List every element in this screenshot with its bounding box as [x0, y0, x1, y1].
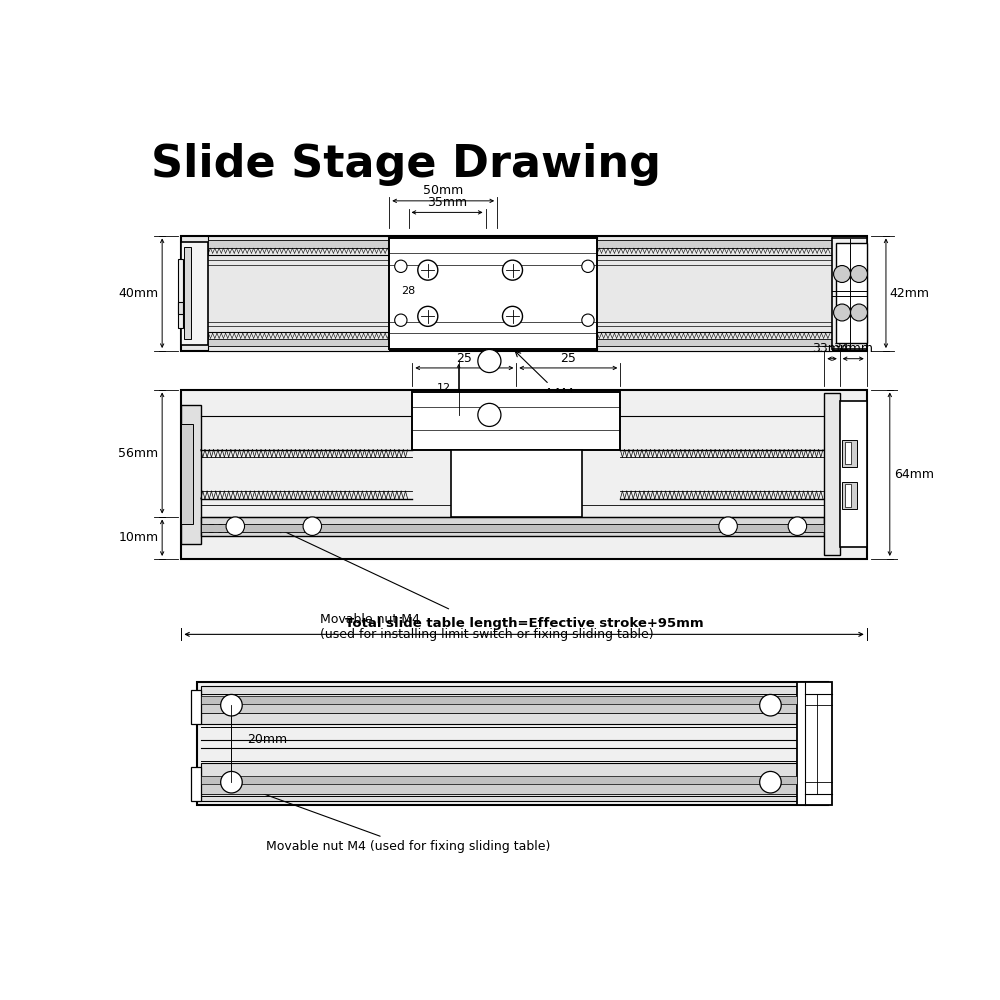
Bar — [178, 302, 183, 314]
Text: 12: 12 — [437, 383, 451, 393]
Circle shape — [418, 260, 438, 280]
Circle shape — [851, 266, 867, 282]
Circle shape — [478, 349, 501, 373]
Bar — [412, 392, 620, 450]
Bar — [181, 235, 867, 351]
Text: 56.2: 56.2 — [208, 523, 236, 536]
Bar — [208, 235, 389, 255]
Bar — [181, 424, 193, 524]
Circle shape — [719, 517, 737, 535]
Bar — [201, 776, 797, 784]
Bar — [178, 259, 183, 328]
Bar — [201, 524, 824, 532]
Bar — [845, 442, 851, 464]
Text: 42mm: 42mm — [890, 287, 930, 300]
Circle shape — [582, 260, 594, 272]
Text: 25: 25 — [456, 352, 472, 365]
Bar — [181, 405, 201, 544]
Bar — [191, 767, 201, 801]
Text: Movable nut M4 (used for fixing sliding table): Movable nut M4 (used for fixing sliding … — [235, 783, 550, 853]
Circle shape — [418, 306, 438, 326]
Bar — [451, 450, 582, 517]
Circle shape — [582, 314, 594, 326]
Bar — [389, 238, 597, 349]
Bar — [842, 440, 857, 466]
Circle shape — [788, 517, 807, 535]
Bar — [832, 238, 867, 349]
Bar — [208, 332, 389, 351]
Bar — [191, 690, 201, 724]
Bar — [208, 339, 389, 346]
Circle shape — [851, 304, 867, 321]
Circle shape — [478, 403, 501, 426]
Bar — [181, 242, 208, 345]
Circle shape — [226, 517, 245, 535]
Text: 20mm: 20mm — [247, 733, 287, 746]
Bar — [201, 696, 797, 704]
Bar — [197, 682, 828, 805]
Circle shape — [395, 260, 407, 272]
Text: 50mm: 50mm — [423, 184, 463, 197]
Text: Movable nut M4
(used for installing limit switch or fixing sliding table): Movable nut M4 (used for installing limi… — [277, 528, 654, 641]
Bar — [208, 240, 389, 248]
Bar — [597, 235, 832, 255]
Circle shape — [760, 694, 781, 716]
Bar — [184, 247, 191, 339]
Text: 40mm: 40mm — [118, 287, 158, 300]
Circle shape — [834, 266, 851, 282]
Circle shape — [760, 771, 781, 793]
Circle shape — [834, 304, 851, 321]
Circle shape — [395, 314, 407, 326]
Bar — [797, 682, 832, 805]
Text: 35mm: 35mm — [427, 196, 467, 209]
Text: 34mm: 34mm — [833, 342, 873, 355]
Circle shape — [502, 260, 523, 280]
Text: 10mm: 10mm — [118, 531, 158, 544]
Text: 28: 28 — [401, 286, 415, 296]
Text: 64mm: 64mm — [894, 468, 934, 481]
Bar — [201, 517, 824, 536]
Text: 25: 25 — [560, 352, 576, 365]
Bar — [824, 393, 840, 555]
Bar — [842, 482, 857, 509]
Bar — [840, 401, 867, 547]
Bar — [201, 701, 797, 713]
Circle shape — [221, 771, 242, 793]
Text: 4-M4: 4-M4 — [515, 351, 574, 400]
Bar — [845, 484, 851, 507]
Bar — [181, 389, 867, 559]
Bar — [836, 243, 867, 343]
Text: 33mm: 33mm — [812, 342, 852, 355]
Text: Total slide table length=Effective stroke+95mm: Total slide table length=Effective strok… — [345, 617, 703, 630]
Bar — [201, 763, 797, 801]
Bar — [201, 782, 797, 794]
Circle shape — [303, 517, 322, 535]
Circle shape — [221, 694, 242, 716]
Bar — [201, 686, 797, 724]
Text: 56mm: 56mm — [118, 447, 158, 460]
Bar — [597, 240, 832, 248]
Circle shape — [502, 306, 523, 326]
Bar — [597, 332, 832, 351]
Bar — [597, 339, 832, 346]
Text: Slide Stage Drawing: Slide Stage Drawing — [151, 143, 661, 186]
Text: φ2-M4: φ2-M4 — [493, 395, 555, 415]
